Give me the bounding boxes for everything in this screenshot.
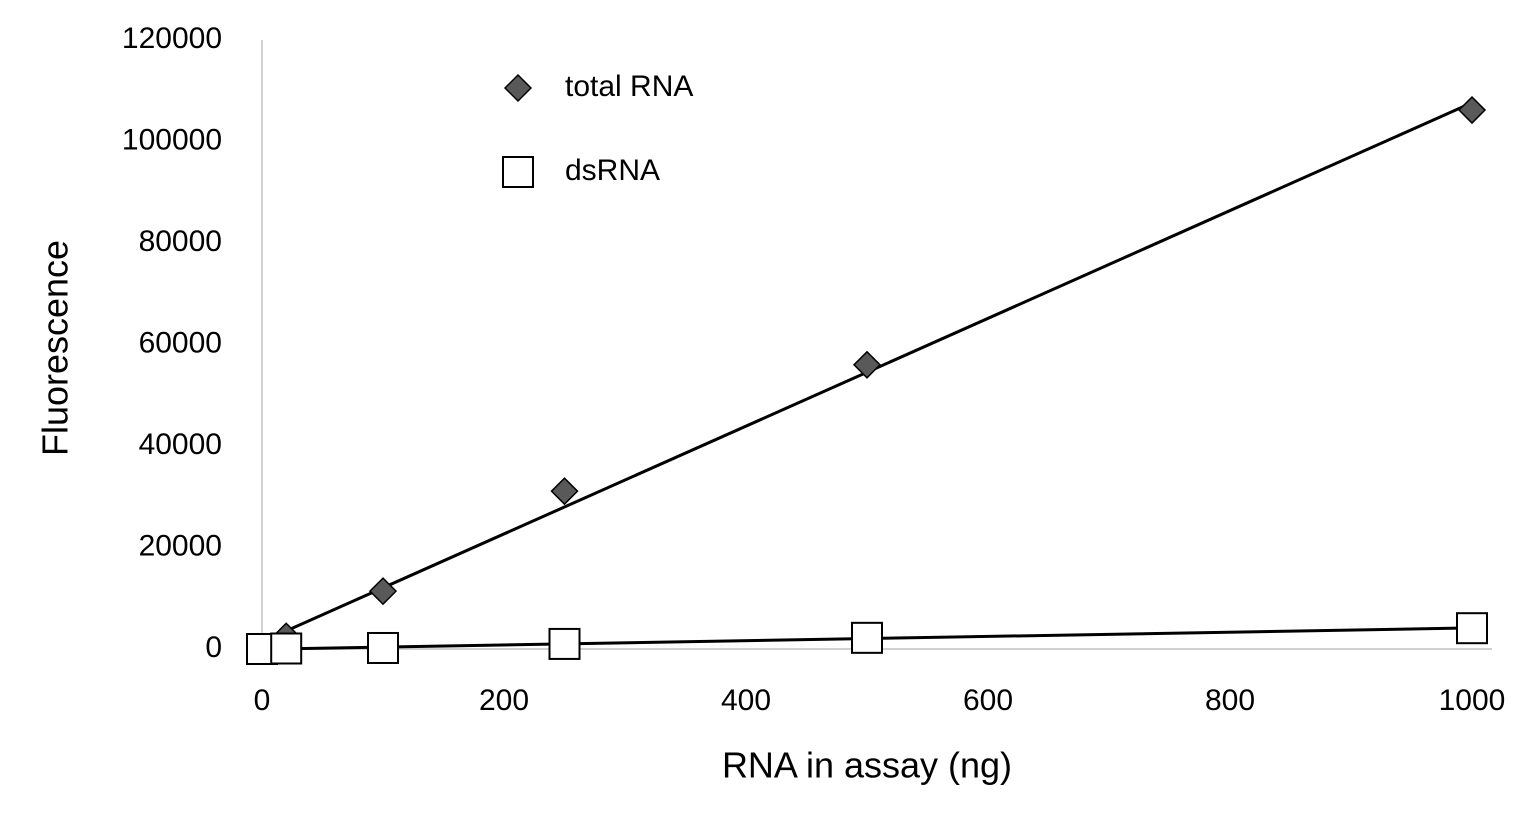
y-tick-label: 0 [205,631,222,664]
legend-marker [503,73,533,103]
diamond-marker [550,477,579,506]
x-axis-title: RNA in assay (ng) [722,745,1012,786]
y-tick-label: 80000 [139,225,222,258]
y-tick-label: 120000 [122,22,222,55]
square-marker [851,621,883,654]
y-axis-title: Fluorescence [35,240,76,456]
legend-label: total RNA [565,70,693,103]
legend-label: dsRNA [565,154,660,187]
square-marker [367,631,399,664]
diamond-marker [368,577,398,606]
legend-marker [502,156,534,188]
square-marker [270,632,303,665]
x-tick-label: 600 [963,684,1013,717]
square-marker [548,627,581,660]
x-tick-label: 1000 [1439,684,1506,717]
y-tick-label: 100000 [122,123,222,156]
diamond-marker [852,350,882,379]
square-marker [1456,612,1488,645]
x-tick-label: 200 [479,684,529,717]
x-tick-label: 800 [1205,684,1255,717]
y-tick-label: 40000 [139,428,222,461]
x-tick-label: 0 [254,684,271,717]
y-tick-label: 20000 [139,529,222,562]
diamond-marker [1457,95,1487,125]
y-tick-label: 60000 [139,326,222,359]
x-tick-label: 400 [721,684,771,717]
